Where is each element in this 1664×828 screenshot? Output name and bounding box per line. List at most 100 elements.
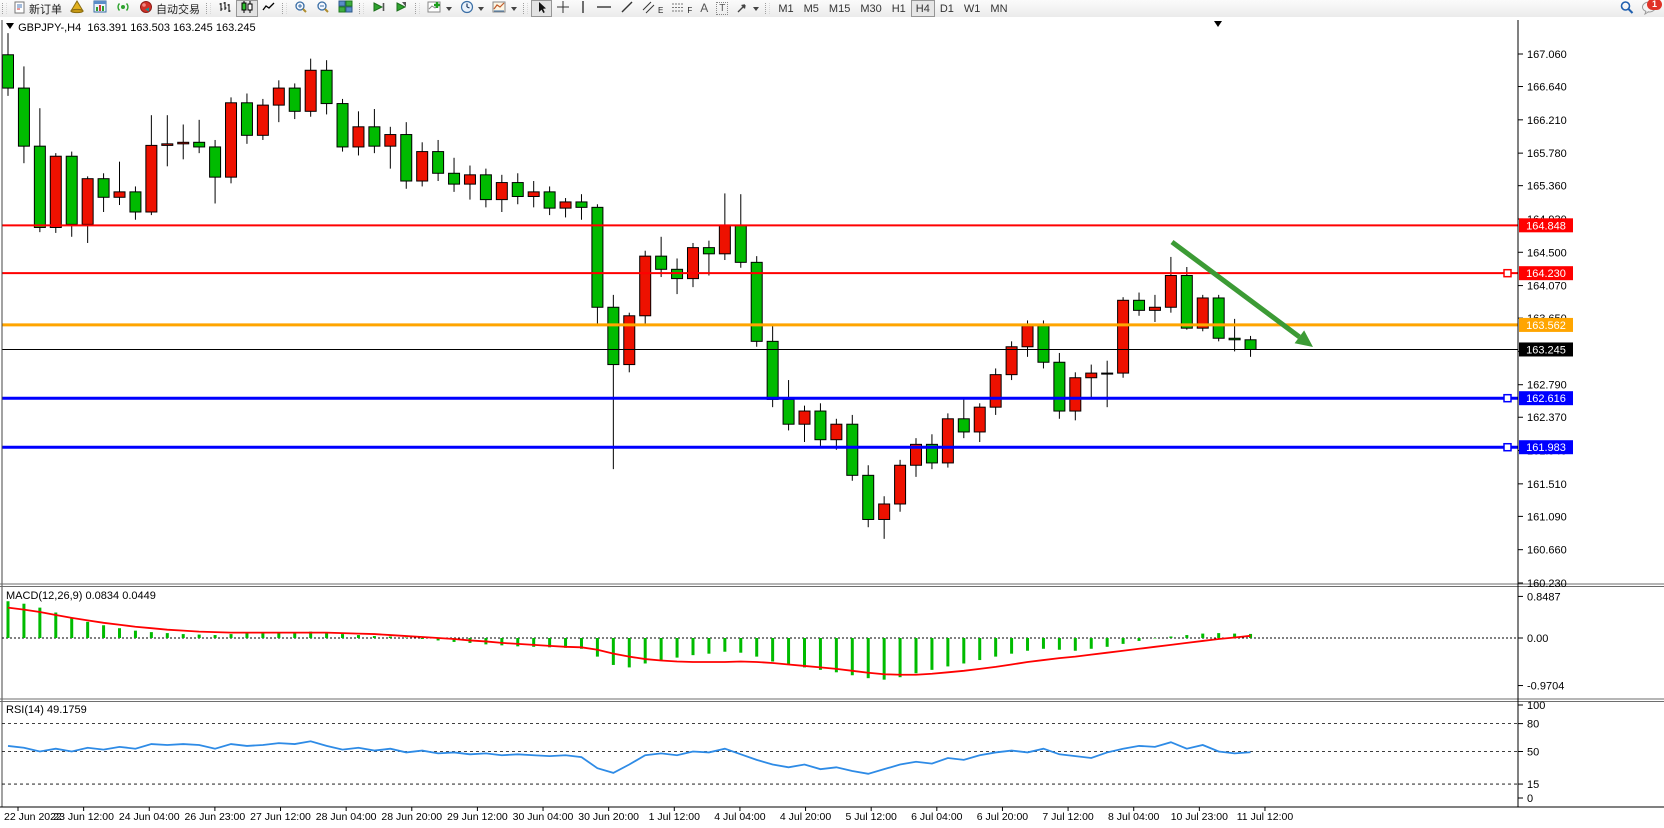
svg-text:167.060: 167.060 bbox=[1527, 49, 1567, 61]
arrows-tool-button[interactable] bbox=[732, 0, 763, 17]
timeframe-M5[interactable]: M5 bbox=[803, 2, 819, 15]
toolbar-grip bbox=[2, 3, 7, 14]
svg-text:165.360: 165.360 bbox=[1527, 181, 1567, 193]
crosshair-tool-button[interactable] bbox=[552, 0, 574, 17]
chart-shift-button[interactable] bbox=[390, 0, 413, 17]
bar-chart-mode-button[interactable] bbox=[214, 0, 236, 17]
timeframe-H4[interactable]: H4 bbox=[910, 0, 935, 17]
auto-trading-icon bbox=[139, 0, 153, 17]
svg-text:161.090: 161.090 bbox=[1527, 511, 1567, 523]
chat-button[interactable]: 1 bbox=[1641, 0, 1662, 18]
auto-scroll-button[interactable] bbox=[367, 0, 390, 17]
chevron-down-icon bbox=[478, 6, 484, 11]
chart-window-button[interactable] bbox=[89, 0, 112, 17]
template-button[interactable] bbox=[488, 0, 521, 17]
svg-text:8 Jul 04:00: 8 Jul 04:00 bbox=[1108, 811, 1160, 823]
tile-windows-button[interactable] bbox=[334, 0, 357, 17]
label-tool-glyph: T bbox=[716, 2, 729, 15]
timeframe-H1[interactable]: H1 bbox=[891, 2, 906, 15]
auto-scroll-icon bbox=[371, 0, 386, 17]
svg-text:6 Jul 04:00: 6 Jul 04:00 bbox=[911, 811, 963, 823]
svg-text:162.370: 162.370 bbox=[1527, 412, 1567, 424]
text-tool-glyph: A bbox=[700, 1, 709, 15]
line-chart-mode-button[interactable] bbox=[258, 0, 280, 17]
fibonacci-tool-button[interactable]: F bbox=[667, 0, 696, 17]
toolbar-grip bbox=[523, 3, 528, 14]
template-icon bbox=[492, 0, 507, 17]
macd-label-row: MACD(12,26,9) 0.0834 0.0449 bbox=[6, 590, 156, 602]
vertical-line-tool-button[interactable] bbox=[574, 0, 592, 17]
svg-text:4 Jul 20:00: 4 Jul 20:00 bbox=[780, 811, 832, 823]
text-tool-button[interactable]: A bbox=[696, 0, 712, 17]
chart-ohlc-values: 163.391 163.503 163.245 163.245 bbox=[87, 22, 256, 34]
cursor-tool-button[interactable] bbox=[531, 0, 552, 17]
chevron-down-icon bbox=[511, 6, 517, 11]
svg-text:30 Jun 04:00: 30 Jun 04:00 bbox=[513, 811, 574, 823]
chart-window-icon bbox=[93, 0, 108, 17]
trendline-tool-button[interactable] bbox=[616, 0, 638, 17]
auto-trading-button[interactable]: 自动交易 bbox=[135, 0, 204, 17]
channel-icon bbox=[642, 1, 655, 17]
zoom-out-button[interactable] bbox=[312, 0, 334, 17]
macd-hist-value: 0.0834 bbox=[85, 590, 120, 602]
svg-text:22 Jun 2022: 22 Jun 2022 bbox=[4, 811, 62, 823]
fibonacci-icon bbox=[671, 1, 684, 17]
tile-windows-icon bbox=[338, 0, 353, 17]
svg-text:29 Jun 12:00: 29 Jun 12:00 bbox=[447, 811, 508, 823]
timeframe-M30[interactable]: M30 bbox=[860, 2, 882, 15]
rsi-indicator-label: RSI(14) bbox=[6, 704, 44, 716]
signal-button[interactable] bbox=[112, 0, 135, 17]
indicators-button[interactable] bbox=[423, 0, 456, 17]
timeframe-M15[interactable]: M15 bbox=[828, 2, 851, 15]
svg-text:166.640: 166.640 bbox=[1527, 82, 1567, 94]
svg-text:160.660: 160.660 bbox=[1527, 545, 1567, 557]
periods-clock-icon bbox=[460, 0, 474, 17]
zoom-out-icon bbox=[316, 0, 330, 17]
chart-collapse-icon[interactable] bbox=[6, 22, 15, 30]
candlestick-mode-button[interactable] bbox=[236, 0, 258, 17]
search-icon[interactable] bbox=[1619, 0, 1635, 18]
market-watch-button[interactable] bbox=[66, 0, 89, 17]
trend-arrow bbox=[1170, 239, 1301, 339]
channel-tool-button[interactable]: E bbox=[638, 0, 667, 17]
svg-text:28 Jun 20:00: 28 Jun 20:00 bbox=[381, 811, 442, 823]
new-order-button[interactable]: 新订单 bbox=[10, 0, 66, 17]
svg-text:23 Jun 12:00: 23 Jun 12:00 bbox=[53, 811, 114, 823]
channel-glyph: E bbox=[658, 6, 664, 15]
svg-text:166.210: 166.210 bbox=[1527, 115, 1567, 127]
macd-signal-value: 0.0449 bbox=[122, 590, 156, 602]
funnel-icon bbox=[70, 0, 85, 17]
svg-text:1 Jul 12:00: 1 Jul 12:00 bbox=[649, 811, 701, 823]
arrows-icon bbox=[736, 1, 749, 17]
svg-text:-0.9704: -0.9704 bbox=[1527, 681, 1564, 693]
timeframe-W1[interactable]: W1 bbox=[963, 2, 981, 15]
zoom-in-button[interactable] bbox=[290, 0, 312, 17]
svg-text:161.983: 161.983 bbox=[1526, 442, 1566, 454]
svg-text:100: 100 bbox=[1527, 700, 1545, 712]
label-tool-button[interactable]: T bbox=[712, 0, 732, 17]
chart-svg[interactable]: 167.060166.640166.210165.780165.360164.9… bbox=[0, 17, 1664, 828]
horizontal-line-tool-button[interactable] bbox=[592, 0, 616, 17]
rsi-label-row: RSI(14) 49.1759 bbox=[6, 704, 87, 716]
chevron-down-icon bbox=[753, 6, 760, 11]
zoom-in-icon bbox=[294, 0, 308, 17]
svg-text:164.230: 164.230 bbox=[1526, 268, 1566, 280]
svg-text:15: 15 bbox=[1527, 779, 1539, 791]
svg-text:162.790: 162.790 bbox=[1527, 380, 1567, 392]
svg-text:161.510: 161.510 bbox=[1527, 479, 1567, 491]
timeframe-MN[interactable]: MN bbox=[990, 2, 1008, 15]
chevron-down-icon bbox=[446, 6, 452, 11]
svg-text:164.848: 164.848 bbox=[1526, 220, 1566, 232]
macd-indicator-label: MACD(12,26,9) bbox=[6, 590, 83, 602]
rsi-value: 49.1759 bbox=[46, 704, 87, 716]
svg-text:0.00: 0.00 bbox=[1527, 633, 1548, 645]
timeframe-M1[interactable]: M1 bbox=[778, 2, 794, 15]
chart-canvas[interactable]: 167.060166.640166.210165.780165.360164.9… bbox=[0, 17, 1664, 828]
timeframe-D1[interactable]: D1 bbox=[939, 2, 954, 15]
crosshair-icon bbox=[556, 0, 570, 17]
svg-text:164.500: 164.500 bbox=[1527, 247, 1567, 259]
auto-trading-label: 自动交易 bbox=[156, 3, 200, 16]
indicators-icon bbox=[427, 0, 442, 17]
svg-text:50: 50 bbox=[1527, 747, 1539, 759]
periods-button[interactable] bbox=[456, 0, 488, 17]
